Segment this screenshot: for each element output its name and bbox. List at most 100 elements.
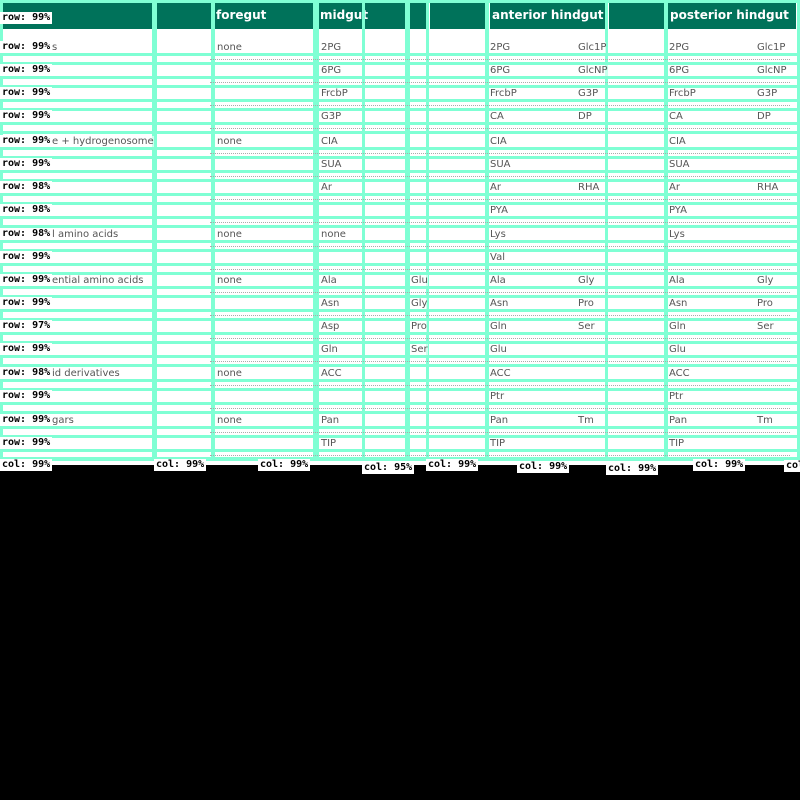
cell-mid: CIA [321, 136, 338, 147]
column-confidence-tag: col [784, 460, 800, 472]
row-separator [210, 455, 790, 456]
row-separator [210, 292, 790, 293]
cell-ant1: Ptr [490, 391, 505, 402]
row-confidence-tag: row: 99% [0, 87, 53, 99]
column-box [426, 0, 488, 460]
row-separator [210, 315, 790, 316]
row-confidence-tag: row: 98% [0, 367, 53, 379]
row-confidence-tag: row: 99% [0, 343, 53, 355]
cell-post1: Ala [669, 275, 685, 286]
column-confidence-tag: col: 99% [606, 463, 659, 475]
row-confidence-tag: row: 99% [0, 110, 53, 122]
row-confidence-tag: row: 99% [0, 41, 53, 53]
header-cell [609, 3, 664, 29]
row-box [0, 76, 800, 88]
row-separator [210, 361, 790, 362]
cell-mid: Gln [321, 344, 338, 355]
row-confidence-tag: row: 98% [0, 228, 53, 240]
cell-ant2: Glc1P [578, 42, 607, 53]
cell-label: id derivatives [52, 368, 120, 379]
cell-mid: TIP [321, 438, 337, 449]
cell-post1: Asn [669, 298, 688, 309]
row-separator [210, 82, 790, 83]
header-foregut: foregut [216, 8, 267, 22]
header-anterior-hindgut: anterior hindgut [492, 8, 604, 22]
row-box [0, 449, 800, 461]
cell-ant2: Gly [578, 275, 595, 286]
row-separator [210, 338, 790, 339]
cell-fore: none [217, 42, 242, 53]
cell-ant2: Pro [578, 298, 594, 309]
cell-ant1: TIP [490, 438, 506, 449]
cell-ant1: Lys [490, 229, 506, 240]
cell-post1: Gln [669, 321, 686, 332]
cell-ant1: Asn [490, 298, 509, 309]
cell-mid: Asp [321, 321, 340, 332]
table-screenshot: foregut midgut anterior hindgut posterio… [0, 0, 800, 465]
cell-mid2: Ser [411, 344, 428, 355]
cell-post1: Pan [669, 415, 688, 426]
cell-ant2: RHA [578, 182, 600, 193]
column-confidence-tag: col: 99% [258, 459, 311, 471]
row-confidence-tag: row: 99% [0, 297, 53, 309]
cell-post2: G3P [757, 88, 778, 99]
row-separator [210, 222, 790, 223]
header-cell [214, 3, 314, 29]
cell-post1: CA [669, 111, 683, 122]
row-separator [210, 385, 790, 386]
cell-mid: 2PG [321, 42, 342, 53]
row-box [0, 193, 800, 205]
header-cell [490, 3, 605, 29]
cell-ant1: PYA [490, 205, 508, 216]
cell-ant1: Gln [490, 321, 507, 332]
row-separator [210, 105, 790, 106]
cell-ant1: SUA [490, 159, 511, 170]
column-confidence-tag: col: 99% [517, 461, 570, 473]
header-cell [410, 3, 426, 29]
header-cell [668, 3, 796, 29]
row-box [0, 309, 800, 321]
cell-ant2: Tm [578, 415, 594, 426]
cell-post1: CIA [669, 136, 686, 147]
row-confidence-tag: row: 99% [0, 64, 53, 76]
cell-post1: Ar [669, 182, 680, 193]
cell-post1: SUA [669, 159, 690, 170]
cell-ant2: G3P [578, 88, 599, 99]
cell-label: ential amino acids [52, 275, 144, 286]
column-box [154, 0, 214, 460]
row-box [0, 286, 800, 298]
row-box [0, 216, 800, 228]
cell-ant1: Ala [490, 275, 506, 286]
cell-ant1: CIA [490, 136, 507, 147]
cell-mid: Ala [321, 275, 337, 286]
cell-ant2: DP [578, 111, 592, 122]
header-cell [430, 3, 487, 29]
column-box [605, 0, 667, 460]
cell-ant1: Glu [490, 344, 507, 355]
cell-fore: none [217, 136, 242, 147]
row-confidence-tag: row: 99% [0, 251, 53, 263]
cell-post1: 2PG [669, 42, 690, 53]
cell-post2: Gly [757, 275, 774, 286]
row-box [0, 355, 800, 367]
cell-mid2: Pro [411, 321, 427, 332]
row-confidence-tag: row: 99% [0, 414, 53, 426]
cell-fore: none [217, 415, 242, 426]
cell-mid: 6PG [321, 65, 342, 76]
column-confidence-tag: col: 99% [0, 459, 53, 471]
cell-post1: ACC [669, 368, 690, 379]
column-confidence-tag: col: 99% [154, 459, 207, 471]
cell-ant1: 2PG [490, 42, 511, 53]
cell-ant2: GlcNP [578, 65, 608, 76]
row-separator [210, 153, 790, 154]
cell-fore: none [217, 275, 242, 286]
cell-mid: FrcbP [321, 88, 348, 99]
cell-post1: Ptr [669, 391, 684, 402]
row-box [0, 263, 800, 275]
cell-label: s [52, 42, 58, 53]
cell-post2: GlcNP [757, 65, 787, 76]
cell-ant1: Val [490, 252, 505, 263]
cell-post1: Lys [669, 229, 685, 240]
row-confidence-tag: row: 99% [0, 437, 53, 449]
cell-mid: SUA [321, 159, 342, 170]
